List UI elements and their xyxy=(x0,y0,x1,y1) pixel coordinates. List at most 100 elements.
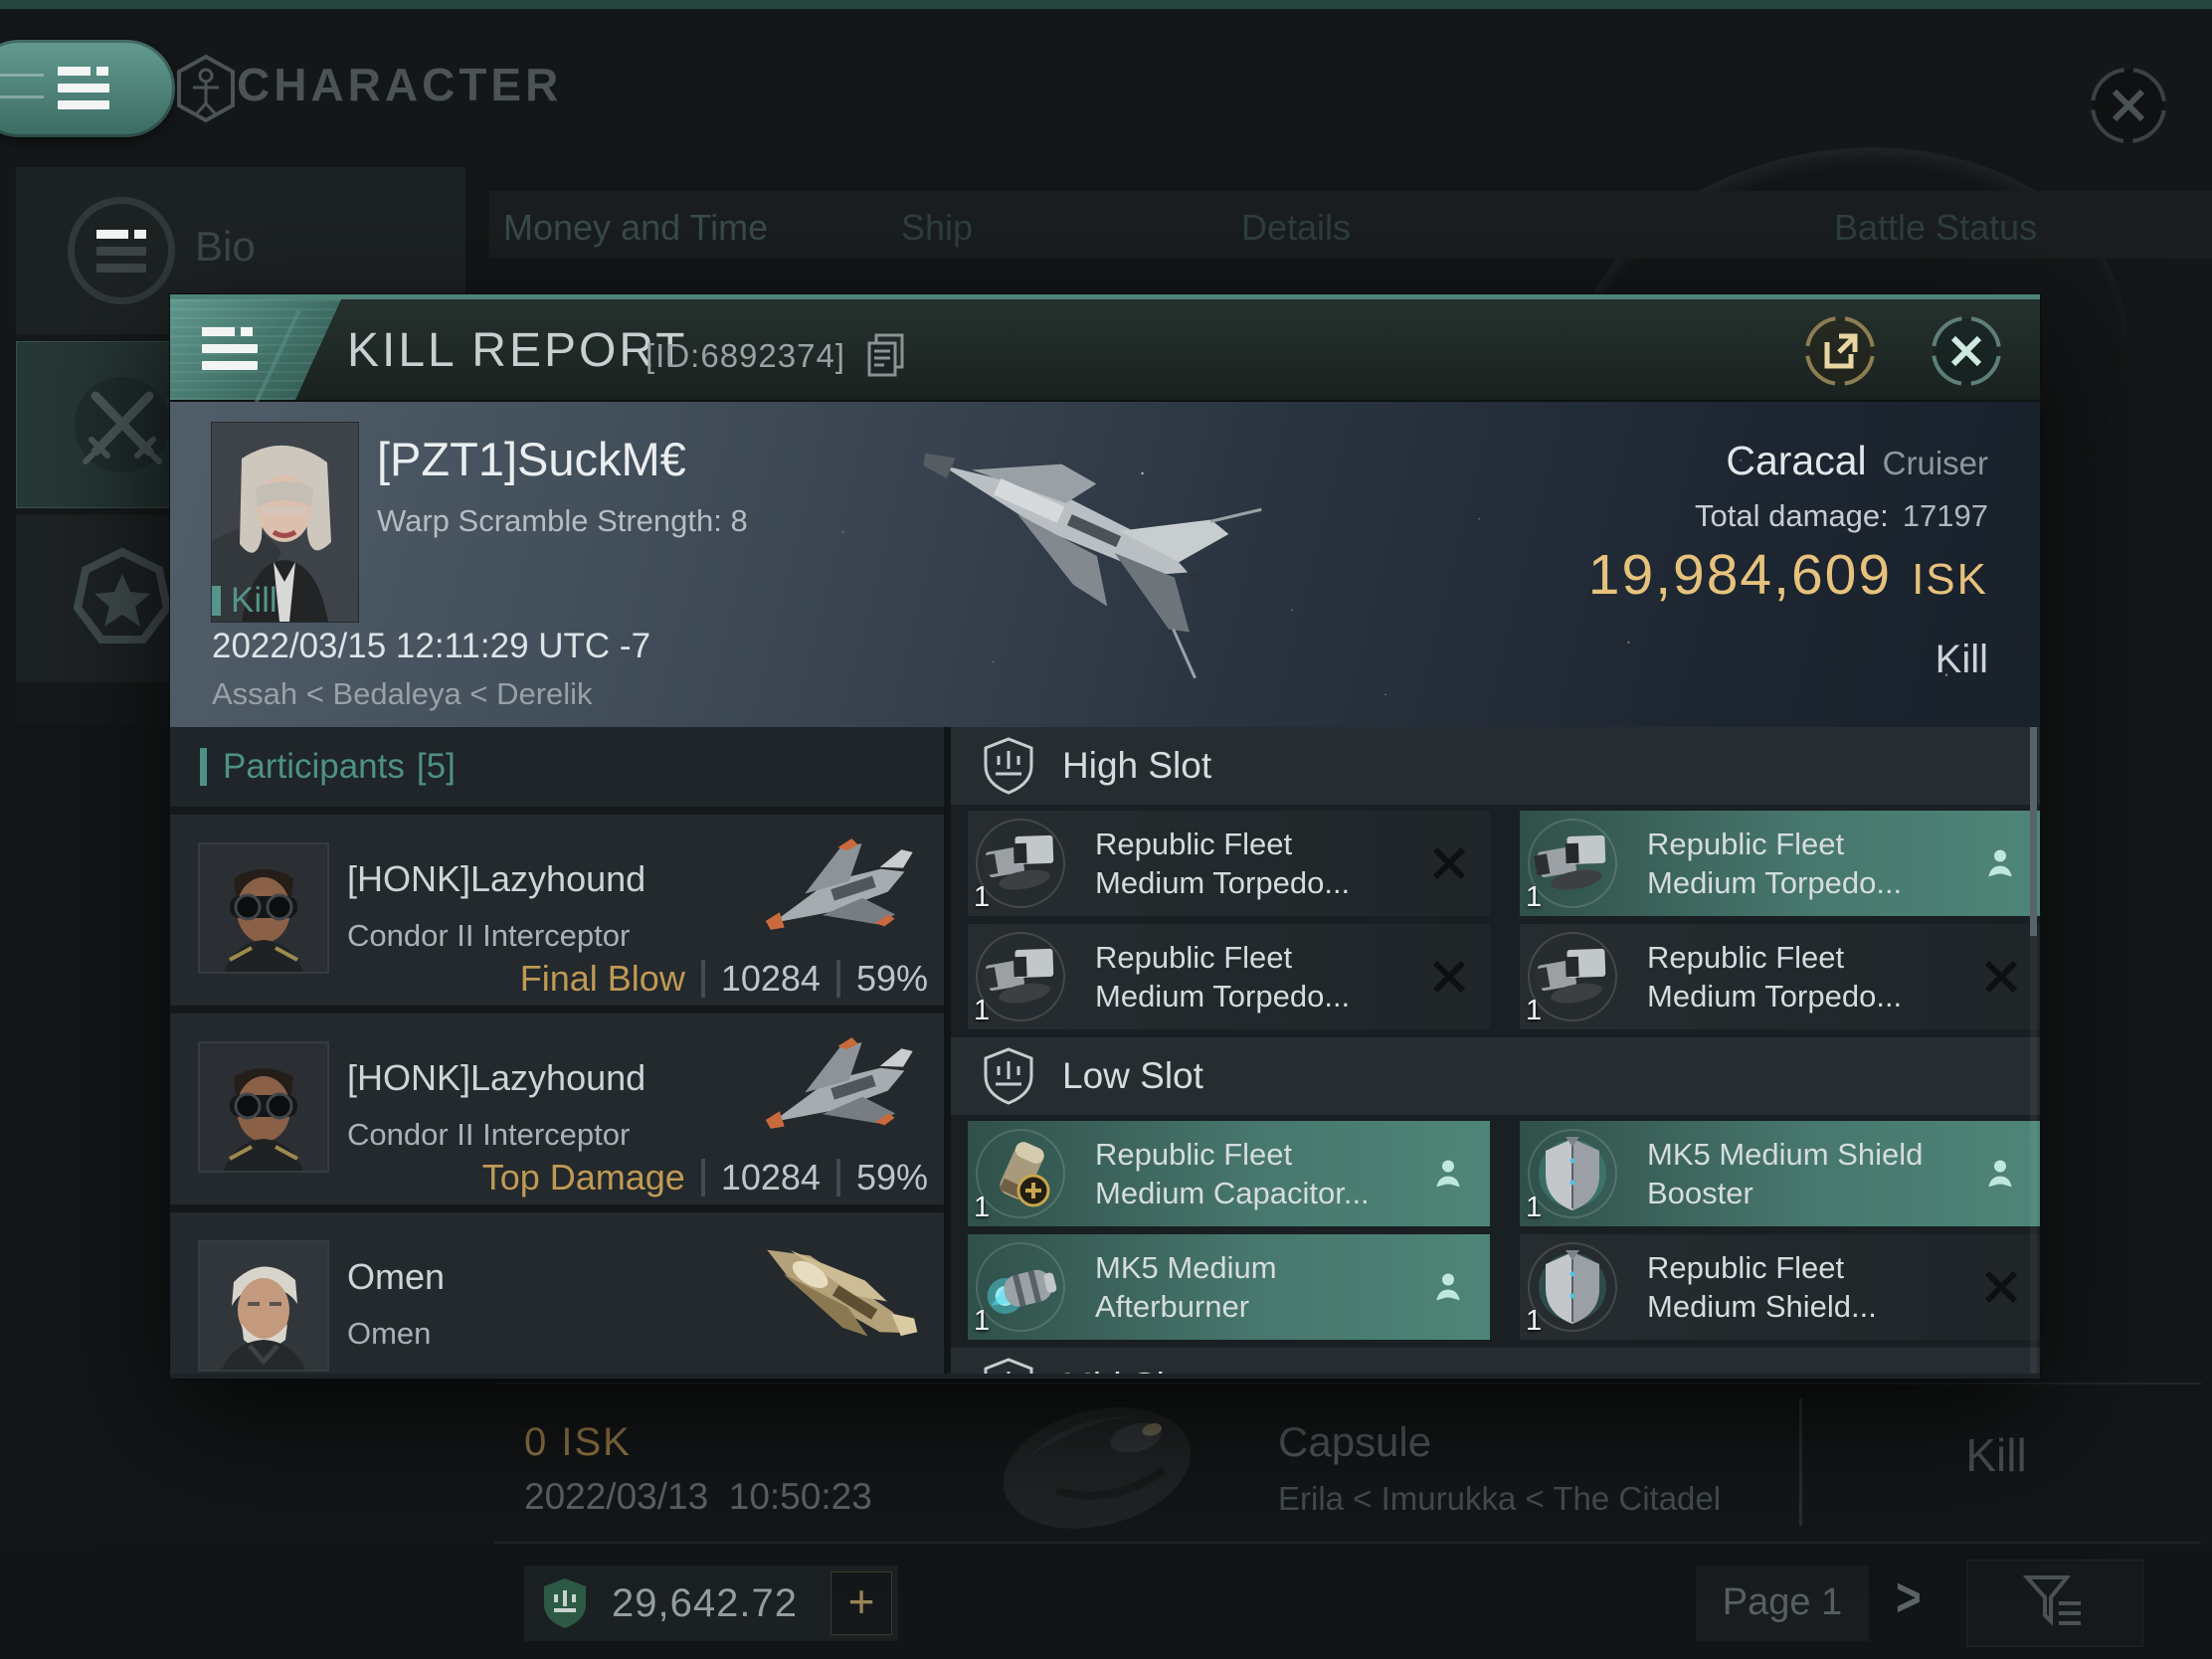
victim-ship-name: Caracal xyxy=(1726,438,1867,483)
capacitor-battery-icon: 1 xyxy=(974,1127,1067,1223)
module-name: MK5 Medium Afterburner xyxy=(1095,1250,1277,1324)
crossed-swords-icon xyxy=(68,370,177,479)
slot-shield-icon xyxy=(983,1357,1034,1374)
remove-module-icon[interactable] xyxy=(1982,958,2020,996)
participant-ship-image xyxy=(735,1023,934,1151)
next-page-chevron-icon[interactable]: > xyxy=(1896,1567,1922,1628)
remove-module-icon[interactable] xyxy=(1430,844,1468,882)
assigned-person-icon[interactable] xyxy=(1428,1154,1468,1194)
damage-percent: 59% xyxy=(855,1157,928,1198)
participant-ship-image xyxy=(735,1222,934,1362)
module-card[interactable]: 1 Republic Fleet Medium Torpedo... xyxy=(1520,924,2040,1029)
damage-value: 10284 xyxy=(720,958,821,999)
shield-booster-icon: 1 xyxy=(1526,1240,1619,1337)
slot-shield-icon xyxy=(983,736,1034,796)
sidebar-item-label: Bio xyxy=(195,223,256,270)
module-card[interactable]: 1 MK5 Medium Shield Booster xyxy=(1520,1121,2040,1226)
module-qty: 1 xyxy=(974,1192,991,1223)
tab-details[interactable]: Details xyxy=(1241,207,1352,248)
module-card[interactable]: 1 Republic Fleet Medium Torpedo... xyxy=(968,924,1490,1029)
report-id: [ID:6892374] xyxy=(645,337,845,374)
starfield xyxy=(170,402,2040,727)
participant-ship: Omen xyxy=(347,1316,432,1351)
main-menu-button[interactable] xyxy=(0,40,175,137)
afterburner-icon: 1 xyxy=(974,1240,1067,1337)
tab-battle-status[interactable]: Battle Status xyxy=(1834,207,2038,248)
top-damage-tag: Top Damage xyxy=(481,1157,685,1198)
modal-close-button[interactable] xyxy=(1928,312,2005,390)
modal-menu-tab[interactable] xyxy=(170,299,341,400)
participant-portrait xyxy=(200,1242,327,1370)
modal-header: KILL REPORT [ID:6892374] xyxy=(170,294,2040,409)
top-accent-strip xyxy=(0,0,2212,9)
high-slot-header: High Slot xyxy=(951,727,2040,805)
remove-module-icon[interactable] xyxy=(1982,1268,2020,1306)
high-slot-title: High Slot xyxy=(1062,745,1212,786)
isk-unit: ISK xyxy=(1912,555,1988,604)
assigned-person-icon[interactable] xyxy=(1980,843,2020,883)
participant-row[interactable]: [HONK]Lazyhound Condor II Interceptor xyxy=(170,1014,944,1204)
modal-title: KILL REPORT xyxy=(347,324,688,377)
page-indicator[interactable]: Page 1 xyxy=(1696,1566,1869,1641)
torpedo-launcher-icon: 1 xyxy=(974,930,1067,1026)
isk-value: 19,984,609 xyxy=(1587,543,1893,607)
kill-banner: [PZT1]SuckM€ Warp Scramble Strength: 8 K… xyxy=(170,402,2040,727)
participant-name: [HONK]Lazyhound xyxy=(347,858,646,899)
scrollbar-thumb[interactable] xyxy=(2030,727,2037,936)
module-card[interactable]: 1 Republic Fleet Medium Capacitor... xyxy=(968,1121,1490,1226)
hamburger-icon xyxy=(202,327,258,370)
victim-summary: Caracal Cruiser Total damage: 17197 19,984… xyxy=(1588,438,1988,682)
row-datetime: 2022/03/13 10:50:23 xyxy=(524,1476,872,1517)
high-slot-grid: 1 Republic Fleet Medium Torpedo... xyxy=(951,811,2040,1029)
row-kill-label: Kill xyxy=(1965,1429,2027,1481)
add-funds-button[interactable]: + xyxy=(830,1571,892,1635)
torpedo-launcher-icon: 1 xyxy=(1526,817,1619,913)
funnel-icon xyxy=(2023,1575,2081,1626)
participant-ship-image xyxy=(735,825,934,952)
tab-ship[interactable]: Ship xyxy=(901,207,974,248)
module-name: Republic Fleet Medium Shield... xyxy=(1647,1250,1877,1324)
fitting-scrollbar[interactable] xyxy=(2030,727,2037,1374)
kill-tag-badge: Kill xyxy=(212,581,277,621)
copy-report-icon[interactable] xyxy=(866,333,906,379)
row-isk-value: 0 ISK xyxy=(524,1420,632,1464)
torpedo-launcher-icon: 1 xyxy=(974,817,1067,913)
module-name: Republic Fleet Medium Torpedo... xyxy=(1647,827,1903,900)
participant-portrait xyxy=(200,1043,327,1171)
window-close-button[interactable] xyxy=(2087,64,2170,147)
total-damage-value: 17197 xyxy=(1902,498,1988,533)
capsule-ship-image xyxy=(932,1384,1260,1544)
module-card[interactable]: 1 Republic Fleet Medium Shield... xyxy=(1520,1234,2040,1340)
low-slot-title: Low Slot xyxy=(1062,1055,1203,1096)
share-report-button[interactable] xyxy=(1801,312,1879,390)
remove-module-icon[interactable] xyxy=(1430,958,1468,996)
module-name: Republic Fleet Medium Torpedo... xyxy=(1095,940,1351,1014)
victim-ship-class: Cruiser xyxy=(1882,445,1988,481)
character-hexagon-icon xyxy=(175,54,237,123)
module-qty: 1 xyxy=(1526,1192,1543,1223)
victim-portrait[interactable] xyxy=(212,423,358,622)
wallet-balance: 29,642.72 xyxy=(612,1580,798,1625)
filter-button[interactable] xyxy=(1966,1560,2143,1647)
wallet-widget[interactable]: 29,642.72 + xyxy=(524,1566,898,1641)
total-damage-label: Total damage: xyxy=(1695,498,1889,533)
module-card[interactable]: 1 MK5 Medium Afterburner xyxy=(968,1234,1490,1340)
assigned-person-icon[interactable] xyxy=(1980,1154,2020,1194)
row-location: Erila < Imurukka < The Citadel xyxy=(1278,1480,1722,1517)
tab-money-and-time[interactable]: Money and Time xyxy=(503,207,769,248)
participants-header: Participants [5] xyxy=(170,727,944,807)
kill-location: Assah < Bedaleya < Derelik xyxy=(212,676,593,711)
module-card[interactable]: 1 Republic Fleet Medium Torpedo... xyxy=(968,811,1490,916)
assigned-person-icon[interactable] xyxy=(1428,1267,1468,1307)
kill-list-row[interactable]: 0 ISK 2022/03/13 10:50:23 Capsule Erila … xyxy=(494,1382,2201,1544)
participant-row[interactable]: [HONK]Lazyhound Condor II Interceptor xyxy=(170,815,944,1006)
mid-slot-title: Mid Slot xyxy=(1062,1366,1196,1374)
torpedo-launcher-icon: 1 xyxy=(1526,930,1619,1026)
module-qty: 1 xyxy=(974,1305,991,1337)
star-medal-icon xyxy=(68,544,177,653)
isk-currency-icon xyxy=(542,1576,588,1630)
module-name: MK5 Medium Shield Booster xyxy=(1647,1137,1924,1210)
participant-row[interactable]: Omen Omen xyxy=(170,1212,944,1374)
module-card[interactable]: 1 Republic Fleet Medium Torpedo... xyxy=(1520,811,2040,916)
bio-icon xyxy=(68,197,175,304)
